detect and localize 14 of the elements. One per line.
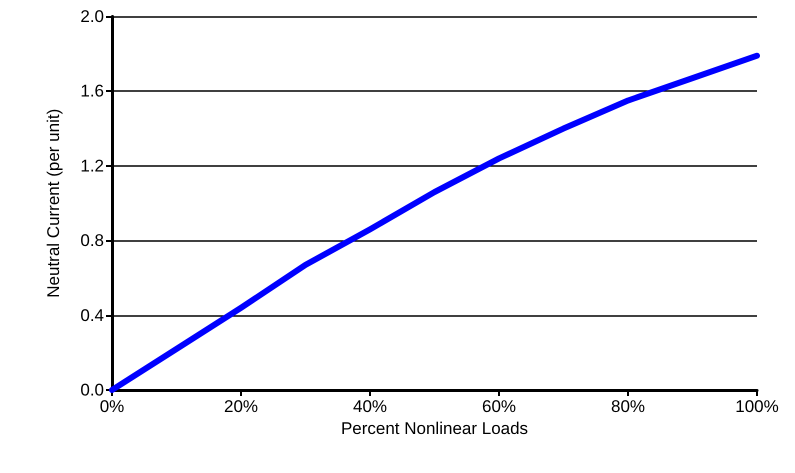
- y-tick-label: 2.0: [80, 7, 104, 26]
- y-tick-label: 1.2: [80, 156, 104, 176]
- x-tick-label: 80%: [610, 397, 646, 416]
- x-tick-label: 40%: [352, 397, 388, 416]
- y-tick-label: 0.8: [80, 231, 104, 250]
- x-axis-title: Percent Nonlinear Loads: [340, 419, 528, 438]
- x-tick-label: 0%: [100, 397, 124, 416]
- x-tick-label: 60%: [482, 397, 516, 416]
- y-axis-title: Neutral Current (per unit): [44, 108, 63, 298]
- x-tick-label: 100%: [735, 397, 779, 416]
- y-tick-label: 0.4: [80, 306, 104, 325]
- x-tick-label: 20%: [224, 397, 258, 416]
- y-tick-label: 1.6: [80, 82, 104, 101]
- y-tick-label: 0.0: [80, 380, 104, 400]
